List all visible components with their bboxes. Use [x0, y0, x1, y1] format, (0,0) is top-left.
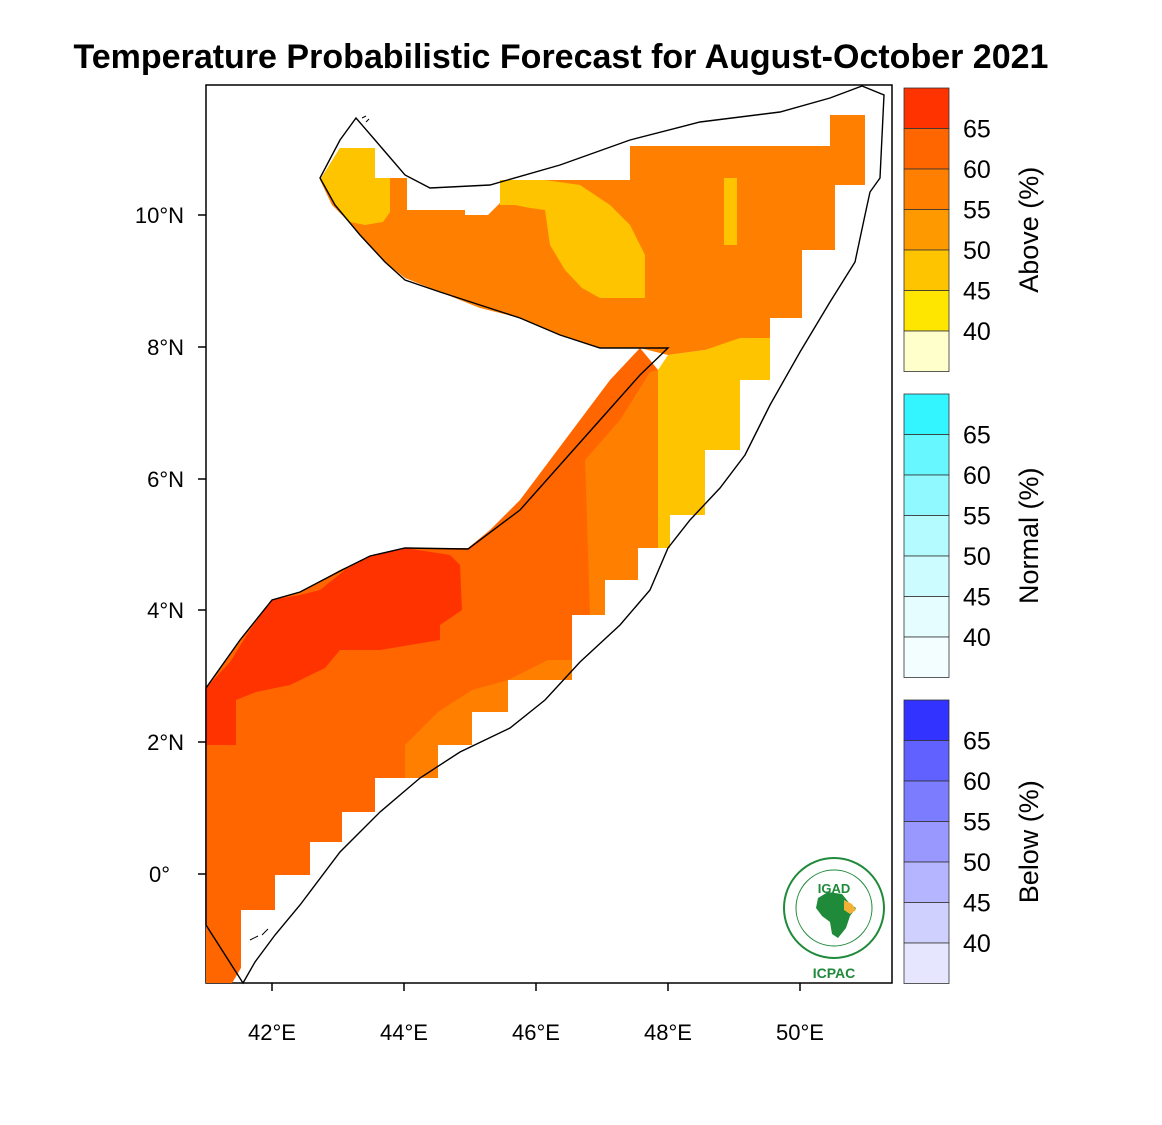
- legend-value: 55: [963, 197, 991, 225]
- legend-value: 50: [963, 237, 991, 265]
- north-region-45-central: [500, 180, 645, 298]
- legend-swatch: [903, 780, 950, 822]
- legend-swatch: [903, 290, 950, 332]
- legend-above: 65 60 55 50 45 40 Above (%): [903, 87, 1044, 372]
- logo-icpac-text: ICPAC: [813, 965, 856, 981]
- legend-value: 40: [963, 318, 991, 346]
- lon-label-42e: 42°E: [248, 1020, 296, 1045]
- legend-value: 60: [963, 462, 991, 490]
- igad-region-icon: [844, 900, 856, 914]
- legend-swatch: [903, 87, 950, 129]
- legend-value: 65: [963, 728, 991, 756]
- forecast-fill-layer: [206, 115, 865, 983]
- legend-title: Above (%): [1014, 167, 1044, 293]
- coast-islands: [249, 115, 370, 941]
- legend-swatch: [903, 555, 950, 597]
- legend-value: 55: [963, 809, 991, 837]
- lat-label-4n: 4°N: [147, 598, 184, 623]
- central-edge-55: [585, 370, 658, 615]
- legend-swatch: [903, 942, 950, 984]
- lon-label-44e: 44°E: [380, 1020, 428, 1045]
- legend-value: 50: [963, 849, 991, 877]
- legend-swatch: [903, 699, 950, 741]
- icpac-logo: IGAD ICPAC: [783, 857, 885, 981]
- legend-value: 60: [963, 768, 991, 796]
- map-title: Temperature Probabilistic Forecast for A…: [73, 38, 1049, 76]
- legend-title: Below (%): [1014, 780, 1044, 903]
- legend-value: 65: [963, 116, 991, 144]
- legend-swatch: [903, 249, 950, 291]
- legend-value: 55: [963, 503, 991, 531]
- legend-swatch: [903, 821, 950, 863]
- legend-swatch: [903, 861, 950, 903]
- legend-swatch: [903, 168, 950, 210]
- south-edge-55: [405, 660, 572, 778]
- lat-label-2n: 2°N: [147, 730, 184, 755]
- legend-value: 60: [963, 156, 991, 184]
- country-outline: [205, 85, 885, 985]
- east-region-45: [658, 338, 770, 548]
- axis-ticks: [198, 214, 801, 991]
- legend-value: 65: [963, 422, 991, 450]
- legend-swatch: [903, 740, 950, 782]
- legend-swatch: [903, 902, 950, 944]
- legend-value: 40: [963, 624, 991, 652]
- lon-label-48e: 48°E: [644, 1020, 692, 1045]
- legend-below: 65 60 55 50 45 40 Below (%): [903, 699, 1044, 984]
- legend-value: 45: [963, 890, 991, 918]
- north-region-45-west: [320, 148, 390, 225]
- legend-title: Normal (%): [1014, 467, 1044, 604]
- legend-swatch: [903, 596, 950, 638]
- legend-swatch: [903, 128, 950, 170]
- legend-swatch: [903, 393, 950, 435]
- legend-value: 45: [963, 278, 991, 306]
- central-south-60: [206, 348, 658, 983]
- legend-value: 45: [963, 584, 991, 612]
- lon-label-46e: 46°E: [512, 1020, 560, 1045]
- legend-swatch: [903, 330, 950, 372]
- legend-swatch: [903, 434, 950, 476]
- legend-swatch: [903, 209, 950, 251]
- lat-label-8n: 8°N: [147, 335, 184, 360]
- logo-igad-text: IGAD: [818, 881, 851, 896]
- north-region-45-sliver: [724, 178, 737, 245]
- legend-swatch: [903, 515, 950, 557]
- legend-swatch: [903, 636, 950, 678]
- legend-value: 50: [963, 543, 991, 571]
- legend-value: 40: [963, 930, 991, 958]
- lat-label-0: 0°: [149, 862, 170, 887]
- legend-normal: 65 60 55 50 45 40 Normal (%): [903, 393, 1044, 678]
- lat-label-6n: 6°N: [147, 467, 184, 492]
- legend-swatch: [903, 474, 950, 516]
- southwest-65: [206, 548, 462, 745]
- lon-label-50e: 50°E: [776, 1020, 824, 1045]
- lat-label-10n: 10°N: [135, 203, 184, 228]
